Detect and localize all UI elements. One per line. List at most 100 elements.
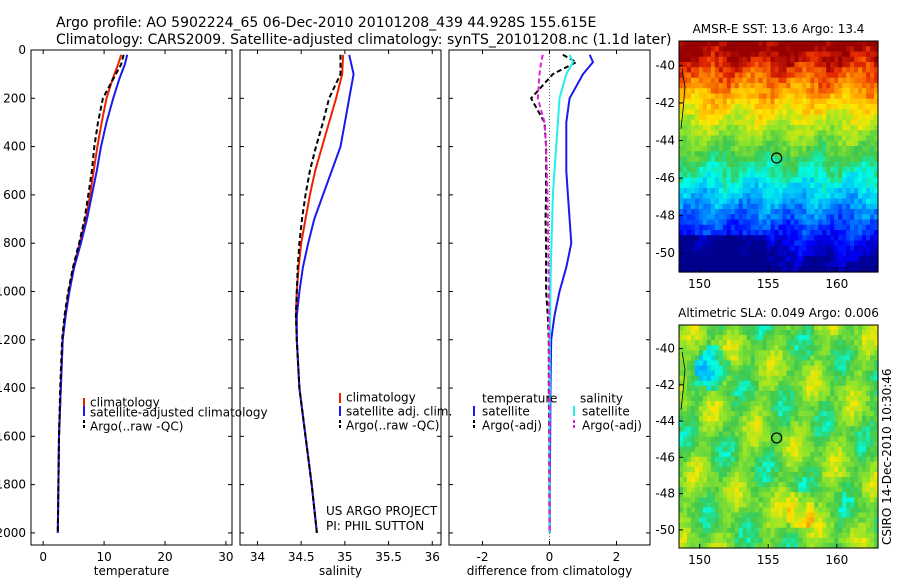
map-cell — [850, 135, 855, 142]
map-cell — [854, 355, 859, 362]
map-cell — [746, 507, 752, 514]
map-cell — [762, 411, 768, 417]
map-cell — [722, 114, 728, 121]
map-cell — [726, 507, 732, 514]
map-cell — [726, 146, 732, 152]
map-cell — [698, 182, 704, 189]
map-cell — [698, 512, 704, 519]
argo-location-marker — [771, 152, 783, 164]
map-cell — [758, 325, 764, 331]
map-cell — [698, 235, 704, 242]
map-cell — [722, 140, 728, 147]
map-cell — [786, 395, 792, 402]
map-cell — [794, 245, 799, 252]
map-cell — [702, 203, 708, 210]
map-cell — [698, 461, 704, 468]
map-cell — [870, 77, 875, 84]
map-cell — [814, 56, 819, 63]
map-cell — [838, 492, 843, 498]
map-cell — [842, 537, 847, 544]
map-cell — [774, 161, 780, 168]
map-cell — [802, 532, 807, 539]
map-cell — [842, 340, 847, 346]
map-cell — [842, 482, 847, 488]
map-cell — [838, 406, 843, 412]
map-cell — [842, 406, 847, 412]
map-cell — [814, 451, 819, 458]
map-cell — [846, 507, 851, 514]
map-cell — [766, 135, 772, 142]
map-cell — [754, 119, 760, 126]
map-cell — [842, 203, 847, 210]
map-cell — [690, 365, 696, 372]
map-cell — [774, 502, 780, 509]
map-cell — [818, 266, 823, 273]
map-cell — [846, 46, 851, 53]
map-cell — [858, 146, 863, 152]
map-cell — [730, 446, 736, 453]
map-cell — [774, 140, 780, 147]
map-cell — [798, 451, 803, 458]
map-cell — [818, 507, 823, 514]
map-cell — [778, 41, 784, 47]
map-cell — [826, 224, 831, 231]
map-cell — [690, 507, 696, 514]
map-cell — [726, 345, 732, 351]
map-cell — [679, 188, 684, 194]
map-cell — [842, 492, 847, 498]
map-cell — [710, 240, 716, 247]
map-cell — [830, 426, 835, 433]
map-cell — [742, 56, 748, 63]
map-cell — [726, 375, 732, 382]
map-cell — [722, 240, 728, 247]
map-cell — [802, 188, 807, 194]
map-cell — [766, 431, 772, 438]
map-cell — [682, 426, 688, 433]
map-cell — [726, 492, 732, 498]
map-cell — [710, 456, 716, 463]
map-cell — [862, 512, 867, 519]
map-cell — [738, 355, 744, 362]
map-cell — [846, 325, 851, 331]
map-cell — [846, 502, 851, 509]
map-cell — [738, 421, 744, 427]
map-cell — [698, 532, 704, 539]
map-cell — [722, 261, 728, 268]
map-cell — [854, 140, 859, 147]
map-cell — [822, 98, 827, 105]
map-cell — [702, 542, 708, 549]
map-cell — [850, 235, 855, 242]
map-cell — [850, 72, 855, 79]
map-cell — [734, 93, 740, 100]
map-cell — [726, 125, 732, 131]
map-cell — [818, 109, 823, 116]
map-cell — [874, 114, 879, 121]
map-cell — [838, 340, 843, 346]
map-cell — [798, 466, 803, 473]
map-cell — [746, 119, 752, 126]
map-cell — [706, 456, 712, 463]
map-cell — [694, 209, 700, 215]
series-salinity-satellite — [548, 54, 574, 533]
map-cell — [846, 119, 851, 126]
map-cell — [694, 335, 700, 341]
map-cell — [754, 360, 760, 367]
map-cell — [818, 56, 823, 63]
map-cell — [682, 251, 688, 257]
map-cell — [766, 512, 772, 519]
map-cell — [830, 507, 835, 514]
y-tick-label: 200 — [3, 91, 26, 105]
map-cell — [862, 161, 867, 168]
map-cell — [710, 542, 716, 549]
map-cell — [870, 261, 875, 268]
map-cell — [742, 114, 748, 121]
map-cell — [710, 426, 716, 433]
map-cell — [782, 209, 788, 215]
map-cell — [826, 385, 831, 392]
map-cell — [822, 522, 827, 529]
map-cell — [834, 119, 839, 126]
map-cell — [706, 104, 712, 110]
map-cell — [750, 98, 756, 105]
map-cell — [714, 146, 720, 152]
map-cell — [870, 140, 875, 147]
